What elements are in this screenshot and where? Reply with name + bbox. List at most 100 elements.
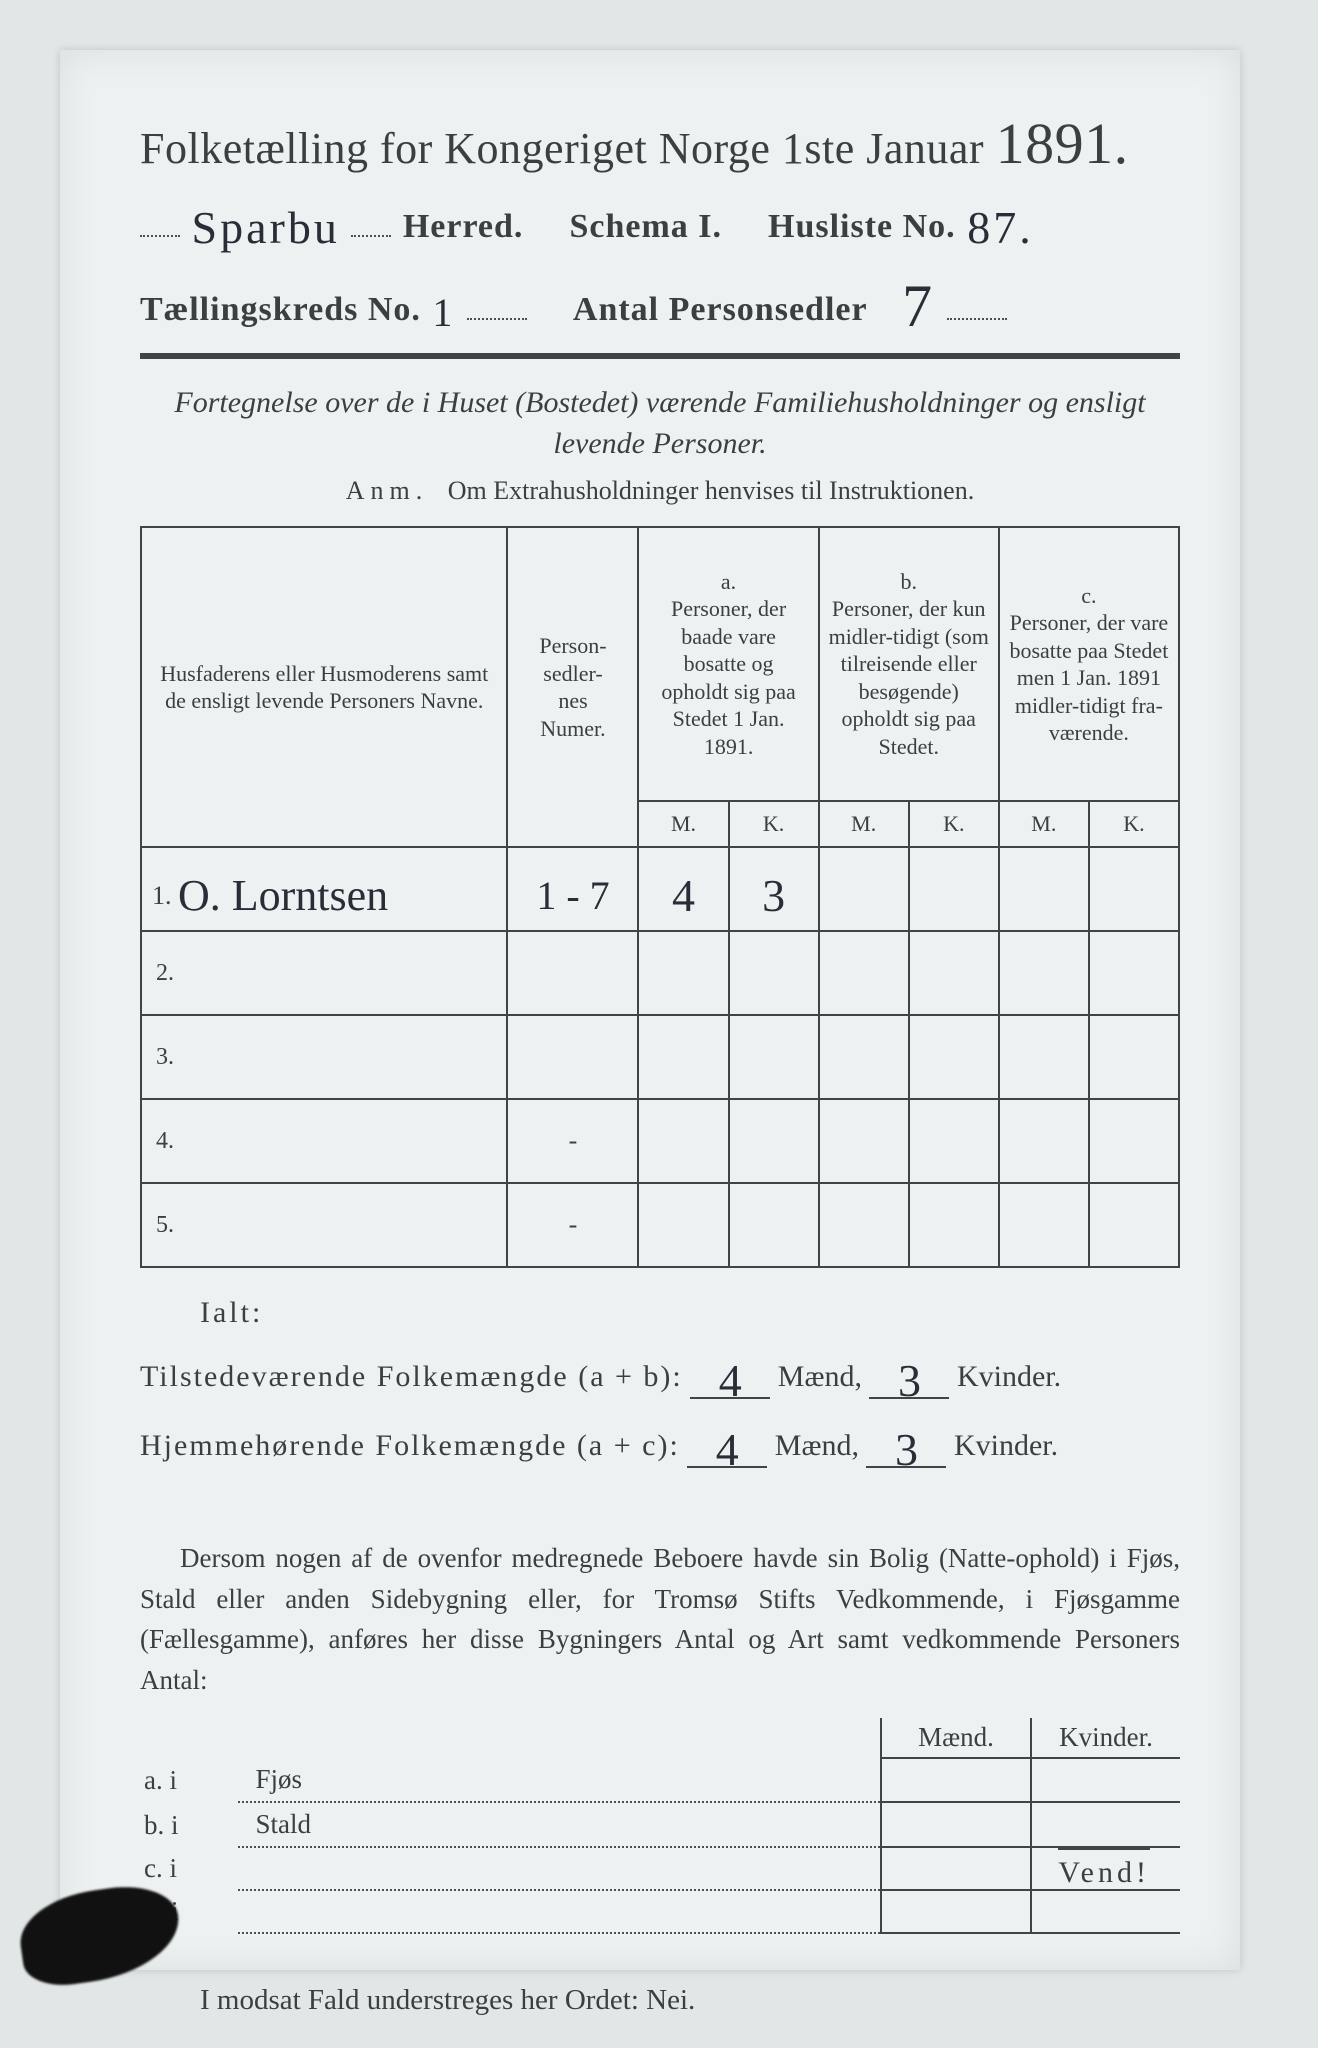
- row-number: 1.: [152, 881, 172, 910]
- col-header-num-text: Person- sedler- nes Numer.: [539, 633, 606, 741]
- maend-label: Mænd,: [778, 1360, 862, 1393]
- small-row: c. i: [140, 1847, 1180, 1890]
- nei-line: I modsat Fald understreges her Ordet: Ne…: [140, 1984, 1180, 2017]
- kvinder-label: Kvinder.: [954, 1429, 1058, 1462]
- col-b-text: Personer, der kun midler-tidigt (som til…: [828, 595, 990, 760]
- divider-thick: [140, 353, 1180, 359]
- sum1-m-hw: 4: [719, 1354, 742, 1407]
- hdr-c-m: M.: [999, 801, 1089, 847]
- dotline: [947, 287, 1007, 320]
- col-header-names-text: Husfaderens eller Husmoderens samt de en…: [160, 661, 488, 714]
- num-handwritten: 1 - 7: [536, 872, 609, 919]
- vend-label: Vend!: [1058, 1848, 1150, 1890]
- subhead-line2: levende Personer.: [553, 427, 766, 460]
- husliste-label: Husliste No.: [768, 208, 956, 245]
- dotline: [351, 204, 391, 237]
- cell-num: -: [507, 1099, 638, 1183]
- hdr-c-k: K.: [1089, 801, 1179, 847]
- anm-text: Om Extrahusholdninger henvises til Instr…: [448, 476, 974, 505]
- subhead-line1: Fortegnelse over de i Huset (Bostedet) v…: [174, 386, 1145, 419]
- small-label: Stald: [238, 1802, 881, 1847]
- title-line-2: Sparbu Herred. Schema I. Husliste No. 87…: [140, 195, 1180, 248]
- ink-blot: [15, 1879, 186, 1990]
- cell-num: [507, 1015, 638, 1099]
- side-building-table: Mænd. Kvinder. a. i Fjøs b. i Stald c. i…: [140, 1718, 1180, 1934]
- cell-b-k: [909, 847, 999, 931]
- dotline: [140, 204, 180, 237]
- small-label: [238, 1890, 881, 1933]
- census-form-sheet: Folketælling for Kongeriget Norge 1ste J…: [60, 50, 1240, 1970]
- subheading: Fortegnelse over de i Huset (Bostedet) v…: [140, 383, 1180, 464]
- husliste-handwritten: 87.: [967, 201, 1034, 254]
- table-row: 1. O. Lorntsen 1 - 7 4 3: [141, 847, 1179, 931]
- small-row: a. i Fjøs: [140, 1758, 1180, 1802]
- val-handwritten: 3: [762, 869, 785, 922]
- title-line-1: Folketælling for Kongeriget Norge 1ste J…: [140, 110, 1180, 177]
- maend-label: Mænd,: [775, 1429, 859, 1462]
- small-row: b. i Stald: [140, 1802, 1180, 1847]
- cell-num: [507, 931, 638, 1015]
- val-handwritten: 4: [672, 869, 695, 922]
- small-label: Fjøs: [238, 1758, 881, 1802]
- row-number: 3.: [141, 1015, 507, 1099]
- cell-c-m: [999, 847, 1089, 931]
- col-c-letter: c.: [1008, 582, 1170, 610]
- col-c-text: Personer, der vare bosatte paa Stedet me…: [1008, 609, 1170, 747]
- name-handwritten: O. Lorntsen: [178, 870, 388, 921]
- title-line-3: Tællingskreds No. 1 Antal Personsedler 7: [140, 266, 1180, 335]
- table-row: 5. -: [141, 1183, 1179, 1267]
- hdr-b-k: K.: [909, 801, 999, 847]
- sum-line-2: Hjemmehørende Folkemængde (a + c): 4 Mæn…: [140, 1413, 1180, 1468]
- small-label: [238, 1847, 881, 1890]
- hdr-a-k: K.: [729, 801, 819, 847]
- table-row: 4. -: [141, 1099, 1179, 1183]
- col-header-a: a. Personer, der baade vare bosatte og o…: [638, 527, 818, 801]
- anm-line: Anm. Om Extrahusholdninger henvises til …: [140, 476, 1180, 506]
- cell-name: 1. O. Lorntsen: [141, 847, 507, 931]
- col-a-text: Personer, der baade vare bosatte og opho…: [647, 595, 809, 760]
- sum-line-1: Tilstedeværende Folkemængde (a + b): 4 M…: [140, 1344, 1180, 1399]
- herred-label: Herred.: [403, 208, 524, 245]
- table-body: 1. O. Lorntsen 1 - 7 4 3 2.: [141, 847, 1179, 1267]
- small-label-text: Stald: [256, 1809, 312, 1839]
- title-text: Folketælling for Kongeriget Norge 1ste J…: [140, 124, 984, 173]
- cell-c-k: [1089, 847, 1179, 931]
- table-row: 2.: [141, 931, 1179, 1015]
- ialt-label: Ialt:: [200, 1296, 1180, 1330]
- small-label-text: Fjøs: [256, 1764, 303, 1794]
- small-key: b. i: [140, 1802, 238, 1847]
- table-row: 3.: [141, 1015, 1179, 1099]
- herred-handwritten: Sparbu: [192, 201, 340, 254]
- cell-a-m: 4: [638, 847, 728, 931]
- sum2-label: Hjemmehørende Folkemængde (a + c):: [140, 1429, 680, 1462]
- row-number: 5.: [141, 1183, 507, 1267]
- household-table: Husfaderens eller Husmoderens samt de en…: [140, 526, 1180, 1268]
- anm-label: Anm.: [346, 476, 429, 505]
- row-number: 2.: [141, 931, 507, 1015]
- cell-a-k: 3: [729, 847, 819, 931]
- col-b-letter: b.: [828, 568, 990, 596]
- col-header-b: b. Personer, der kun midler-tidigt (som …: [819, 527, 999, 801]
- schema-label: Schema I.: [569, 208, 722, 245]
- sum1-label: Tilstedeværende Folkemængde (a + b):: [140, 1360, 683, 1393]
- kreds-handwritten: 1: [432, 289, 455, 336]
- sum1-k-hw: 3: [898, 1354, 921, 1407]
- sum2-m-hw: 4: [716, 1423, 739, 1476]
- hdr-a-m: M.: [638, 801, 728, 847]
- side-building-paragraph: Dersom nogen af de ovenfor medregnede Be…: [140, 1538, 1180, 1700]
- cell-b-m: [819, 847, 909, 931]
- content-area: Folketælling for Kongeriget Norge 1ste J…: [140, 110, 1180, 1910]
- kvinder-label: Kvinder.: [957, 1360, 1061, 1393]
- hdr-b-m: M.: [819, 801, 909, 847]
- col-header-c: c. Personer, der vare bosatte paa Stedet…: [999, 527, 1179, 801]
- sum2-k-hw: 3: [895, 1423, 918, 1476]
- cell-num: -: [507, 1183, 638, 1267]
- col-header-names: Husfaderens eller Husmoderens samt de en…: [141, 527, 507, 847]
- small-key: a. i: [140, 1758, 238, 1802]
- antal-handwritten: 7: [902, 272, 935, 341]
- small-key: c. i: [140, 1847, 238, 1890]
- antal-label: Antal Personsedler: [573, 291, 868, 328]
- cell-num: 1 - 7: [507, 847, 638, 931]
- small-row: d. i: [140, 1890, 1180, 1933]
- col-header-num: Person- sedler- nes Numer.: [507, 527, 638, 847]
